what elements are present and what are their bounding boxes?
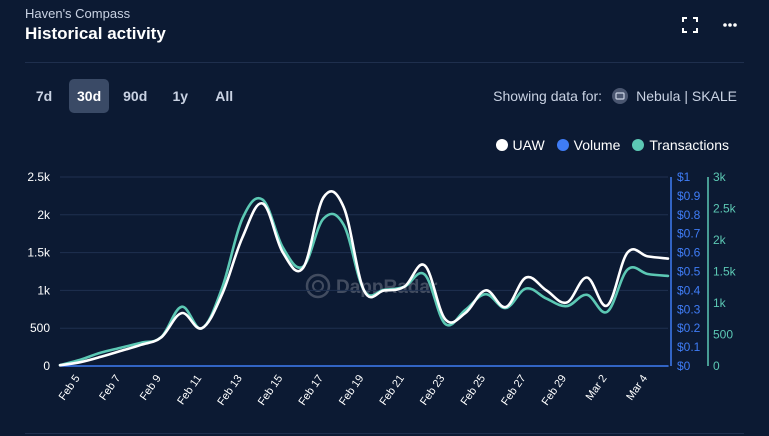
tab-30d[interactable]: 30d xyxy=(69,79,110,113)
left-tick-label: 1k xyxy=(37,283,51,297)
x-tick-label: Feb 11 xyxy=(175,373,204,407)
left-tick-label: 1.5k xyxy=(27,246,51,260)
right-y-axis: 0 500 1k 1.5k 2k 2.5k 3k xyxy=(707,170,737,373)
volume-tick-label: $0.3 xyxy=(677,302,701,316)
x-tick-label: Feb 19 xyxy=(337,373,366,408)
volume-tick-label: $0.6 xyxy=(677,246,701,260)
legend-uaw[interactable]: UAW xyxy=(495,137,545,153)
project-subtitle: Haven's Compass xyxy=(25,6,131,21)
volume-tick-label: $0.9 xyxy=(677,189,701,203)
volume-tick-label: $0.2 xyxy=(677,321,701,335)
transactions-tick-label: 2k xyxy=(713,233,727,247)
legend-transactions[interactable]: Transactions xyxy=(632,137,729,153)
showing-data-for: Showing data for: Nebula | SKALE xyxy=(493,88,737,104)
legend-volume[interactable]: Volume xyxy=(556,137,621,153)
bottom-divider xyxy=(25,433,744,434)
middle-y-axis: $0 $0.1 $0.2 $0.3 $0.4 $0.5 $0.6 $0.7 $0.8 $0.9 $1 xyxy=(670,170,701,373)
transactions-tick-label: 500 xyxy=(713,328,733,342)
legend-dot-uaw xyxy=(495,139,508,151)
project-name[interactable]: Nebula | SKALE xyxy=(636,88,737,104)
header-divider xyxy=(25,62,744,63)
transactions-tick-label: 2.5k xyxy=(713,202,737,216)
x-tick-label: Mar 2 xyxy=(584,373,610,403)
header-actions xyxy=(681,16,739,34)
x-tick-label: Feb 29 xyxy=(540,373,569,408)
tab-7d[interactable]: 7d xyxy=(35,88,53,104)
series-lines xyxy=(58,190,670,367)
legend-label-volume: Volume xyxy=(573,137,621,153)
showing-label: Showing data for: xyxy=(493,88,603,104)
tab-90d[interactable]: 90d xyxy=(123,88,148,104)
time-range-tabs: 7d 30d 90d 1y All xyxy=(25,79,243,113)
volume-tick-label: $0.7 xyxy=(677,227,701,241)
transactions-tick-label: 0 xyxy=(713,359,720,373)
x-tick-label: Feb 9 xyxy=(138,373,164,403)
left-tick-label: 0 xyxy=(43,359,50,373)
volume-tick-label: $0.8 xyxy=(677,208,701,222)
tab-all[interactable]: All xyxy=(215,88,234,104)
left-tick-label: 500 xyxy=(30,321,50,335)
volume-tick-label: $1 xyxy=(677,170,691,184)
x-tick-label: Feb 13 xyxy=(215,373,244,408)
left-tick-label: 2k xyxy=(37,208,51,222)
page-title: Historical activity xyxy=(25,24,166,43)
legend-dot-transactions xyxy=(632,139,645,151)
transactions-tick-label: 1k xyxy=(713,296,727,310)
x-axis: Feb 5 Feb 7 Feb 9 Feb 11 Feb 13 Feb 15 Feb 17 F… xyxy=(57,373,650,408)
transactions-tick-label: 1.5k xyxy=(713,265,737,279)
left-y-axis: 0 500 1k 1.5k 2k 2.5k xyxy=(27,170,51,373)
legend-label-transactions: Transactions xyxy=(649,137,729,153)
chart-legend: UAW Volume Transactions xyxy=(495,137,729,153)
x-tick-label: Feb 7 xyxy=(97,373,123,403)
watermark-text: DappRadar xyxy=(336,277,438,298)
x-tick-label: Feb 25 xyxy=(459,373,488,408)
x-tick-label: Feb 27 xyxy=(499,373,528,408)
volume-tick-label: $0.5 xyxy=(677,265,701,279)
more-vertical-icon[interactable] xyxy=(721,16,739,34)
left-tick-label: 2.5k xyxy=(27,170,51,184)
transactions-tick-label: 3k xyxy=(713,170,727,184)
x-tick-label: Mar 4 xyxy=(624,373,650,403)
volume-tick-label: $0 xyxy=(677,359,691,373)
series-line-uaw xyxy=(58,190,670,367)
x-tick-label: Feb 5 xyxy=(57,373,83,403)
volume-tick-label: $0.4 xyxy=(677,283,701,297)
x-tick-label: Feb 23 xyxy=(418,373,447,408)
volume-tick-label: $0.1 xyxy=(677,340,701,354)
grid-lines xyxy=(60,176,668,367)
x-tick-label: Feb 21 xyxy=(378,373,407,408)
x-tick-label: Feb 17 xyxy=(296,373,325,408)
tab-1y[interactable]: 1y xyxy=(172,88,189,104)
x-tick-label: Feb 15 xyxy=(256,373,285,408)
fullscreen-icon[interactable] xyxy=(681,16,699,34)
project-icon xyxy=(612,88,629,104)
legend-dot-volume xyxy=(556,139,569,151)
legend-label-uaw: UAW xyxy=(512,137,545,153)
